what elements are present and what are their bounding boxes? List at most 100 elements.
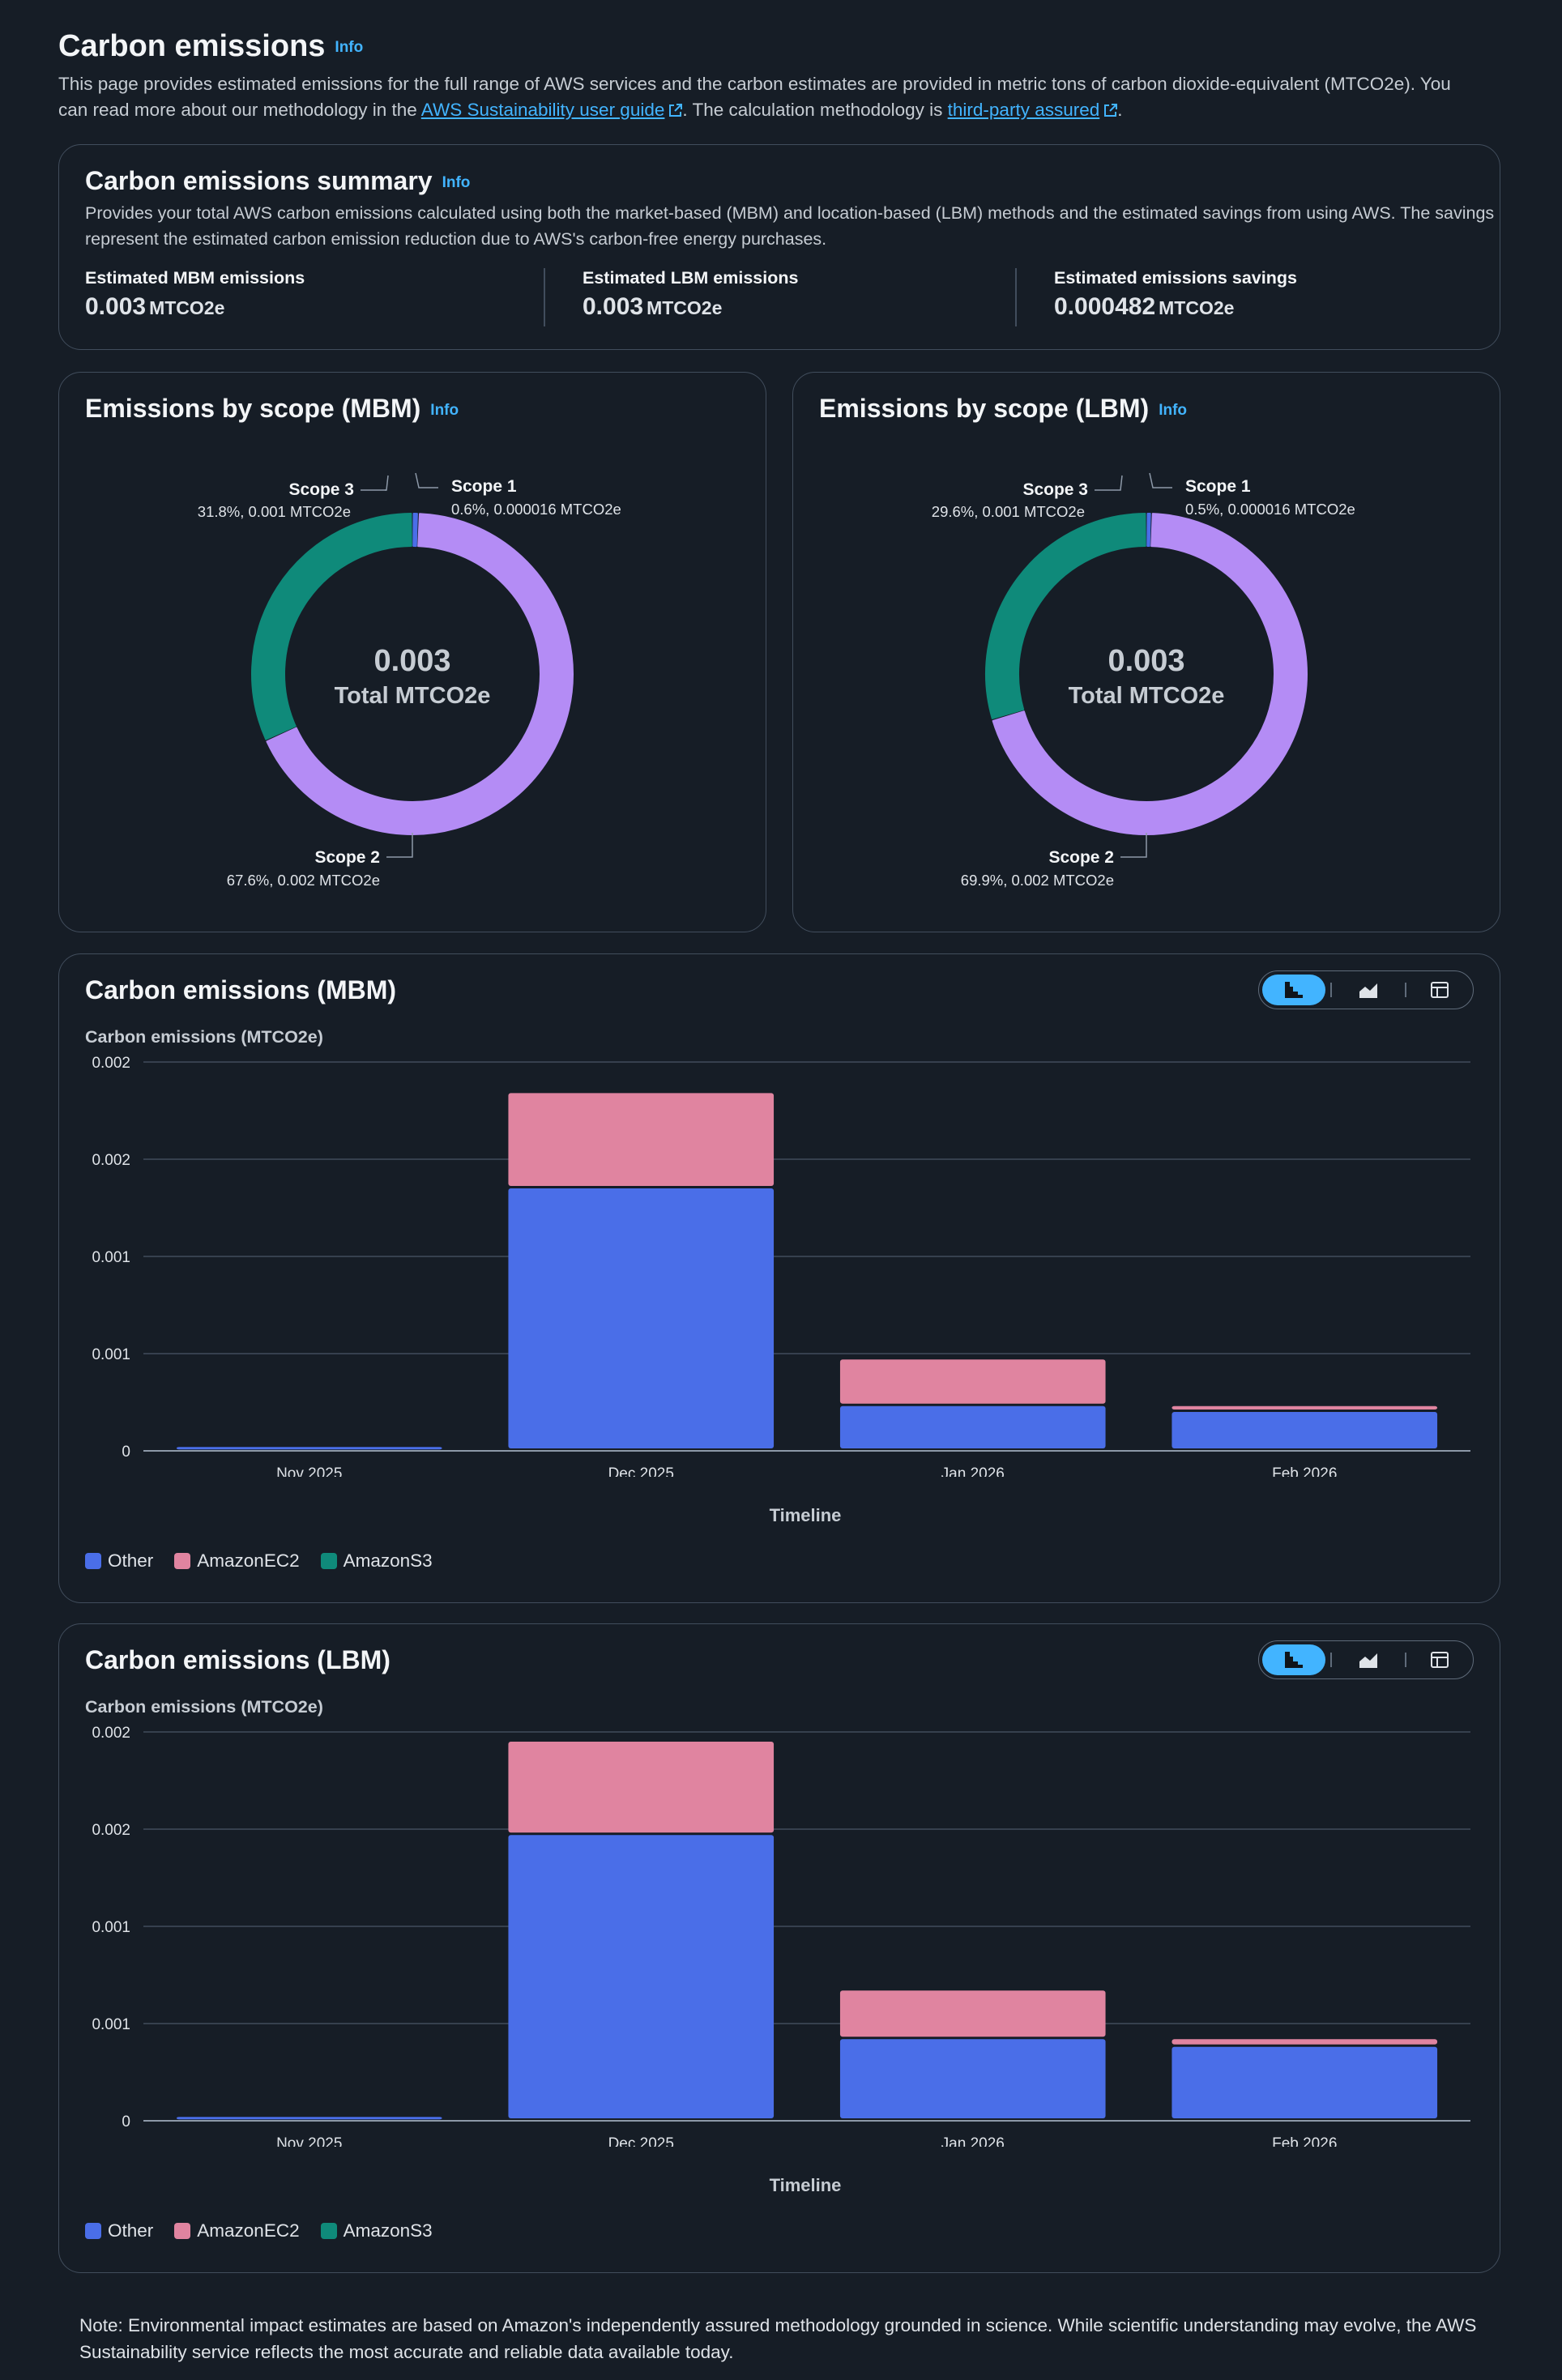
legend-item-amazons3[interactable]: AmazonS3 — [320, 2220, 433, 2241]
legend-label: Other — [108, 1550, 154, 1571]
scope-mbm-info-link[interactable]: Info — [430, 401, 459, 419]
y-tick-label: 0 — [122, 2113, 130, 2130]
chart-legend: Other AmazonEC2 AmazonS3 — [85, 2220, 433, 2241]
scope1-detail: 0.5%, 0.000016 MTCO2e — [1185, 501, 1355, 518]
bar-segment-amazonec2[interactable] — [839, 1359, 1106, 1404]
third-party-assured-link[interactable]: third-party assured — [948, 100, 1100, 120]
scope3-detail: 31.8%, 0.001 MTCO2e — [198, 503, 351, 520]
y-tick-label: 0.001 — [92, 2016, 130, 2033]
mbm-chart-title: Carbon emissions (MBM) — [85, 975, 397, 1004]
scope3-detail: 29.6%, 0.001 MTCO2e — [932, 503, 1085, 520]
scope3-label: Scope 3 — [1022, 480, 1088, 499]
stat-value: 0.003 — [85, 293, 147, 320]
table-icon — [1431, 1652, 1449, 1668]
legend-swatch — [85, 2223, 101, 2239]
stat-label: Estimated emissions savings — [1054, 268, 1297, 288]
lbm-chart-card: Carbon emissions (LBM) Carbon emissions … — [58, 1623, 1500, 2273]
stat-label: Estimated MBM emissions — [85, 268, 305, 288]
stat-value-row: 0.000482 MTCO2e — [1054, 293, 1297, 321]
bar-chart-toggle[interactable] — [1262, 975, 1325, 1005]
bar-segment-other[interactable] — [508, 1188, 775, 1448]
page-title: Carbon emissions Info — [58, 29, 363, 64]
donut-segment-scope3[interactable] — [985, 513, 1146, 719]
legend-item-amazonec2[interactable]: AmazonEC2 — [174, 1550, 300, 1572]
table-view-toggle[interactable] — [1411, 1644, 1468, 1675]
donut-segment-scope2[interactable] — [266, 513, 574, 835]
table-view-toggle[interactable] — [1411, 975, 1468, 1005]
bar-segment-other[interactable] — [839, 2039, 1106, 2118]
x-axis-title: Timeline — [59, 2175, 1500, 2196]
y-tick-label: 0.002 — [92, 1822, 130, 1839]
donut-lbm — [985, 513, 1308, 835]
chart-type-toggle — [1258, 970, 1474, 1009]
donut-segment-scope2[interactable] — [992, 513, 1308, 835]
x-tick-label: Jan 2026 — [941, 2135, 1005, 2147]
sustainability-guide-link[interactable]: AWS Sustainability user guide — [421, 100, 665, 120]
scope1-detail: 0.6%, 0.000016 MTCO2e — [451, 501, 621, 518]
lbm-chart-title: Carbon emissions (LBM) — [85, 1645, 390, 1674]
bar-segment-amazonec2[interactable] — [1172, 1405, 1438, 1410]
external-link-icon — [1104, 104, 1118, 117]
donut-segment-scope1[interactable] — [412, 513, 418, 548]
scope-mbm-card: Emissions by scope (MBM) Info 0.003 Total… — [58, 372, 766, 932]
area-chart-toggle[interactable] — [1337, 975, 1400, 1005]
scope-lbm-card: Emissions by scope (LBM) Info 0.003 Total… — [792, 372, 1500, 932]
info-link[interactable]: Info — [335, 38, 364, 56]
footnote: Note: Environmental impact estimates are… — [79, 2315, 1477, 2362]
x-tick-label: Dec 2025 — [608, 2135, 674, 2147]
legend-item-other[interactable]: Other — [85, 1550, 153, 1572]
legend-item-amazons3[interactable]: AmazonS3 — [320, 1550, 433, 1572]
scope2-detail: 69.9%, 0.002 MTCO2e — [961, 872, 1114, 889]
emissions-savings-stat: Estimated emissions savings 0.000482 MTCO… — [1054, 268, 1297, 321]
y-tick-label: 0.001 — [92, 1919, 130, 1936]
bar-segment-other[interactable] — [176, 2117, 442, 2120]
chart-type-toggle — [1258, 1640, 1474, 1679]
page-description: This page provides estimated emissions f… — [58, 71, 1484, 123]
summary-title: Carbon emissions summary Info — [85, 166, 470, 196]
scope-lbm-info-link[interactable]: Info — [1159, 401, 1188, 419]
y-tick-label: 0.001 — [92, 1346, 130, 1363]
chart-legend: Other AmazonEC2 AmazonS3 — [85, 1550, 433, 1572]
legend-label: Other — [108, 2220, 154, 2241]
leader-line — [1120, 833, 1147, 858]
scope2-label: Scope 2 — [1048, 848, 1114, 867]
area-chart-toggle[interactable] — [1337, 1644, 1400, 1675]
bar-segment-other[interactable] — [1172, 2046, 1438, 2118]
donut-segment-scope1[interactable] — [1146, 513, 1151, 548]
bar-segment-amazonec2[interactable] — [839, 1990, 1106, 2037]
mbm-bar-chart: 0 0.001 0.001 0.002 0.002 Nov 2025 Dec 2025 Jan… — [92, 1056, 1470, 1477]
donut-total-label: Total MTCO2e — [335, 683, 491, 709]
donut-total-label: Total MTCO2e — [1069, 683, 1225, 709]
scope-mbm-title: Emissions by scope (MBM) Info — [85, 394, 459, 424]
bar-segment-amazonec2[interactable] — [508, 1093, 775, 1186]
scope-lbm-title: Emissions by scope (LBM) Info — [819, 394, 1187, 424]
page-title-text: Carbon emissions — [58, 29, 326, 63]
page-desc-middle: . The calculation methodology is — [682, 100, 948, 120]
legend-label: AmazonEC2 — [197, 2220, 300, 2241]
y-axis-title: Carbon emissions (MTCO2e) — [85, 1027, 323, 1047]
divider — [544, 268, 545, 326]
bar-segment-other[interactable] — [839, 1405, 1106, 1448]
bar-segment-other[interactable] — [1172, 1412, 1438, 1448]
bar-segment-other[interactable] — [508, 1835, 775, 2118]
bar-segment-other[interactable] — [176, 1447, 442, 1450]
legend-item-other[interactable]: Other — [85, 2220, 153, 2241]
summary-info-link[interactable]: Info — [442, 173, 471, 191]
bar-segment-amazonec2[interactable] — [1172, 2039, 1438, 2045]
donut-segment-scope3[interactable] — [251, 513, 412, 740]
y-tick-label: 0.002 — [92, 1725, 130, 1742]
bar-chart-toggle[interactable] — [1262, 1644, 1325, 1675]
legend-label: AmazonS3 — [343, 2220, 433, 2241]
divider — [1330, 1653, 1332, 1667]
leader-line — [415, 472, 438, 488]
legend-item-amazonec2[interactable]: AmazonEC2 — [174, 2220, 300, 2241]
bar-segment-amazonec2[interactable] — [508, 1742, 775, 1833]
table-icon — [1431, 982, 1449, 998]
summary-description: Provides your total AWS carbon emissions… — [85, 203, 1495, 249]
y-tick-label: 0.001 — [92, 1249, 130, 1266]
scope-mbm-donut-chart: 0.003 Total MTCO2e Scope 3 31.8%, 0.001 … — [198, 472, 621, 889]
legend-swatch — [320, 1553, 337, 1569]
scope3-label: Scope 3 — [288, 480, 354, 499]
legend-swatch — [85, 1553, 101, 1569]
x-tick-label: Jan 2026 — [941, 1465, 1005, 1477]
